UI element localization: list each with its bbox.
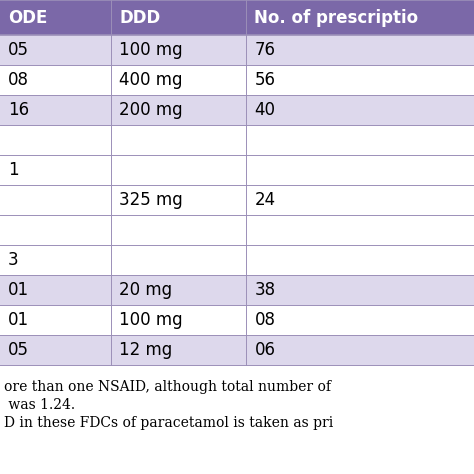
- Text: 05: 05: [8, 41, 29, 59]
- Text: ODE: ODE: [8, 9, 47, 27]
- Text: D in these FDCs of paracetamol is taken as pri: D in these FDCs of paracetamol is taken …: [4, 416, 333, 430]
- Text: 08: 08: [8, 71, 29, 89]
- Text: 1: 1: [8, 161, 18, 179]
- Text: 08: 08: [255, 311, 275, 329]
- Text: 76: 76: [255, 41, 275, 59]
- Text: 01: 01: [8, 281, 29, 299]
- Text: ore than one NSAID, although total number of: ore than one NSAID, although total numbe…: [4, 380, 336, 394]
- Text: 100 mg: 100 mg: [119, 311, 183, 329]
- Text: 16: 16: [8, 101, 29, 119]
- Bar: [0, 0, 474, 35]
- Bar: [0, 125, 474, 155]
- Text: 24: 24: [255, 191, 275, 209]
- Text: 38: 38: [255, 281, 275, 299]
- Text: 12 mg: 12 mg: [119, 341, 173, 359]
- Text: 01: 01: [8, 311, 29, 329]
- Bar: [0, 65, 474, 95]
- Bar: [0, 305, 474, 335]
- Bar: [0, 245, 474, 275]
- Bar: [0, 155, 474, 185]
- Text: 3: 3: [8, 251, 18, 269]
- Text: 400 mg: 400 mg: [119, 71, 183, 89]
- Bar: [0, 215, 474, 245]
- Text: No. of prescriptio: No. of prescriptio: [255, 9, 419, 27]
- Text: 200 mg: 200 mg: [119, 101, 183, 119]
- Bar: [0, 35, 474, 65]
- Text: 56: 56: [255, 71, 275, 89]
- Text: 325 mg: 325 mg: [119, 191, 183, 209]
- Text: 20 mg: 20 mg: [119, 281, 173, 299]
- Text: DDD: DDD: [119, 9, 161, 27]
- Text: 06: 06: [255, 341, 275, 359]
- Text: 100 mg: 100 mg: [119, 41, 183, 59]
- Text: was 1.24.: was 1.24.: [4, 398, 75, 412]
- Text: 40: 40: [255, 101, 275, 119]
- Bar: [0, 275, 474, 305]
- Bar: [0, 185, 474, 215]
- Bar: [0, 95, 474, 125]
- Text: 05: 05: [8, 341, 29, 359]
- Bar: [0, 335, 474, 365]
